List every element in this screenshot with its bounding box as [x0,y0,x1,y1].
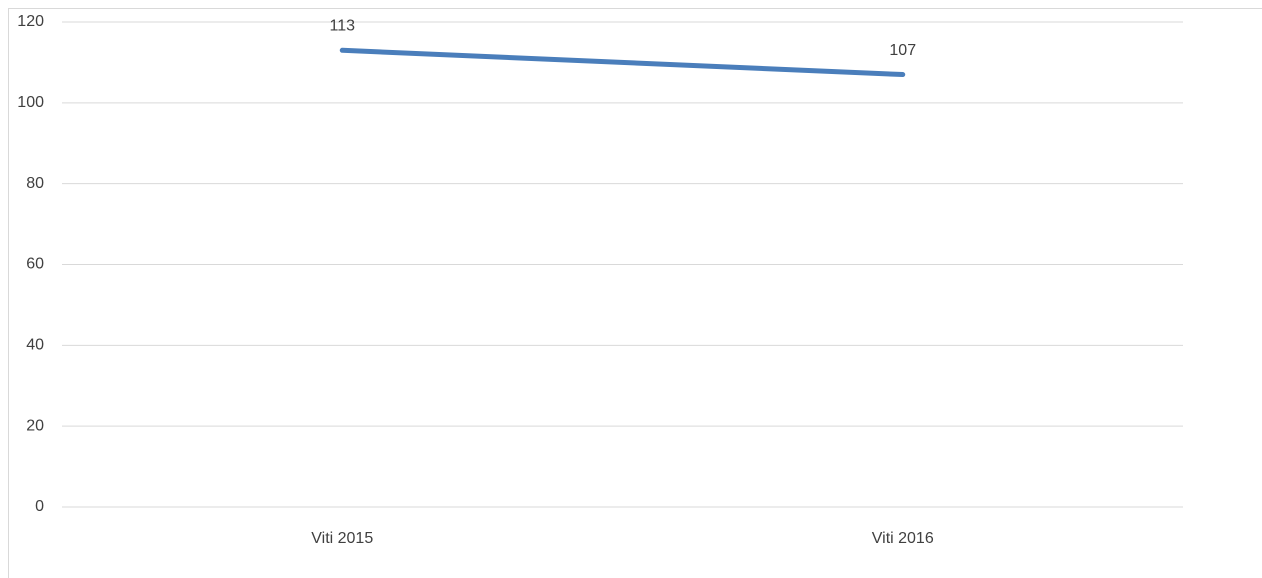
data-label: 113 [329,18,355,35]
y-tick-label: 60 [26,256,44,273]
x-tick-label: Viti 2015 [311,530,373,547]
y-tick-label: 120 [17,13,44,30]
data-label: 107 [889,42,916,59]
y-tick-label: 20 [26,417,44,434]
x-tick-label: Viti 2016 [872,530,934,547]
y-tick-label: 80 [26,175,44,192]
chart-border [8,8,1262,578]
y-tick-label: 0 [35,498,44,515]
y-tick-label: 100 [17,94,44,111]
y-tick-label: 40 [26,337,44,354]
line [339,47,906,78]
